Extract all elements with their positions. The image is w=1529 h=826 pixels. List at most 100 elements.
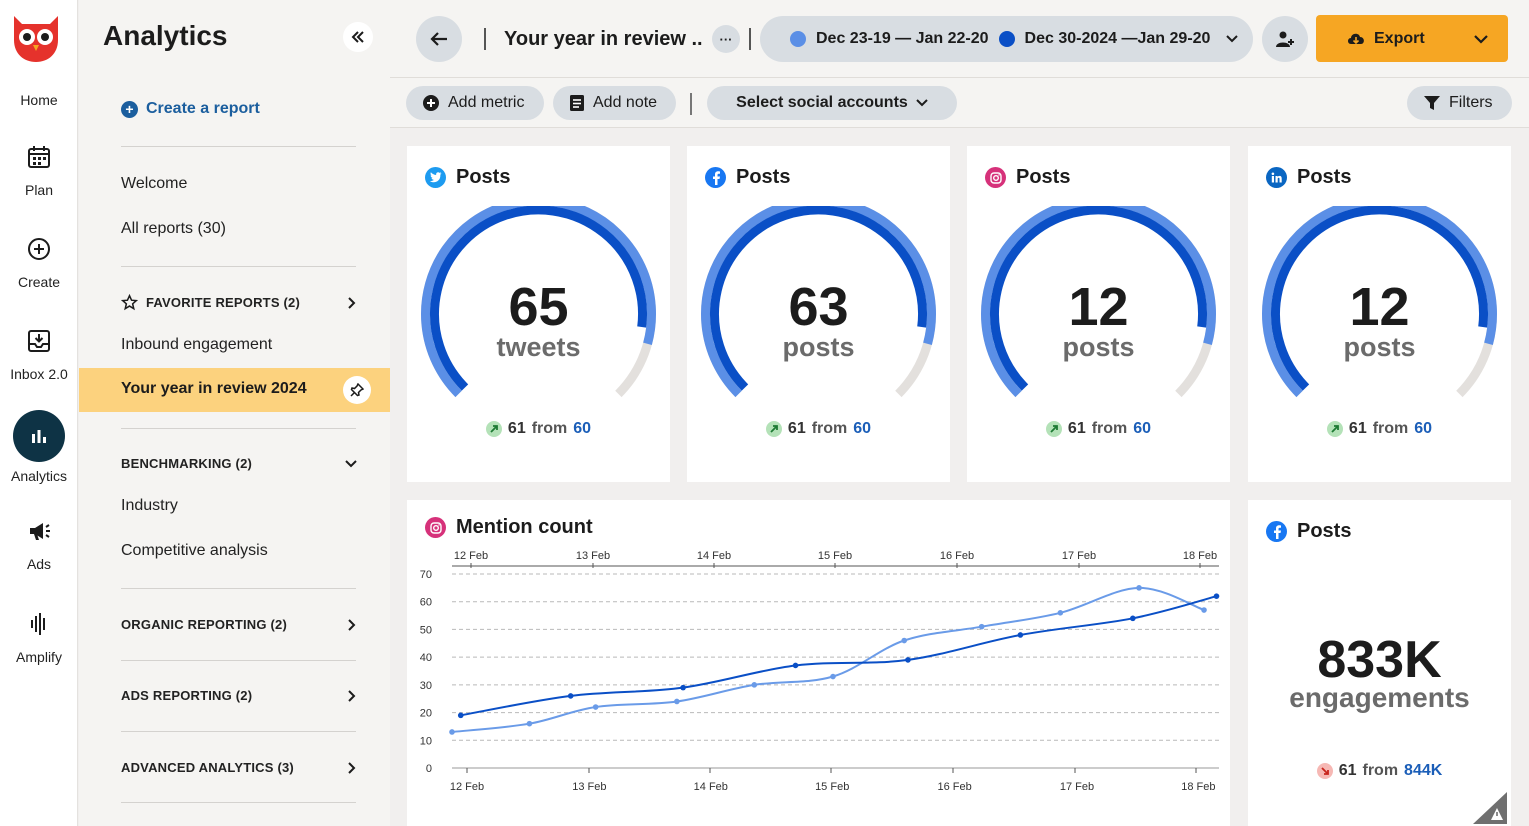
plus-icon: +: [121, 100, 138, 118]
data-point[interactable]: [567, 693, 574, 699]
add-user-icon: [1276, 31, 1294, 47]
x-tick-label-bottom: 14 Feb: [694, 781, 728, 793]
chevron-right-icon: [348, 296, 356, 309]
back-button[interactable]: [416, 16, 462, 62]
card-title: Posts: [736, 166, 791, 188]
data-point[interactable]: [751, 682, 758, 688]
sidebar-title: Analytics: [103, 20, 228, 51]
section-benchmarking[interactable]: BENCHMARKING (2): [121, 456, 357, 471]
select-social-accounts-dropdown[interactable]: Select social accounts: [707, 86, 957, 120]
rail-item-analytics[interactable]: Analytics: [0, 410, 78, 484]
x-tick-label-bottom: 16 Feb: [937, 781, 971, 793]
card-title: Posts: [456, 166, 511, 188]
data-point[interactable]: [526, 720, 533, 727]
section-organic-reporting[interactable]: ORGANIC REPORTING (2): [121, 617, 357, 632]
delta-from: from: [811, 420, 848, 437]
facebook-icon: [705, 167, 726, 188]
engagements-value: 833K: [1317, 631, 1442, 689]
data-point[interactable]: [1057, 610, 1064, 616]
trend-up-icon: [1045, 421, 1062, 437]
sidebar-item-inbound-engagement[interactable]: Inbound engagement: [121, 336, 273, 353]
sidebar-item-all-reports[interactable]: All reports (30): [121, 220, 226, 237]
facebook-engagements-card: Posts 833K engagements 61 from 844K: [1248, 500, 1511, 826]
left-rail: Home Plan Create Inbox 2.0: [0, 0, 78, 826]
rail-item-home[interactable]: Home: [0, 92, 78, 108]
owl-logo-icon[interactable]: [8, 10, 64, 64]
rail-item-inbox[interactable]: Inbox 2.0: [0, 328, 78, 382]
data-point[interactable]: [1136, 585, 1142, 591]
warning-triangle-icon[interactable]: [1469, 790, 1509, 826]
delta-value: 61: [1338, 762, 1357, 779]
create-report-link[interactable]: + Create a report: [121, 100, 260, 118]
gauge-current-arc: [1271, 206, 1488, 391]
x-tick-label-top: 14 Feb: [697, 550, 731, 562]
sidebar-item-welcome[interactable]: Welcome: [121, 175, 188, 192]
delta-previous: 60: [1414, 420, 1433, 437]
section-ads-reporting[interactable]: ADS REPORTING (2): [121, 688, 357, 703]
data-point[interactable]: [449, 729, 455, 735]
delta-previous: 60: [1133, 420, 1152, 437]
data-point[interactable]: [905, 657, 911, 663]
date-range-a: Dec 23-19 — Jan 22-20: [816, 30, 989, 47]
divider: [121, 660, 356, 661]
sidebar-item-competitive-analysis[interactable]: Competitive analysis: [121, 542, 268, 559]
card-title: Posts: [1297, 520, 1352, 542]
linkedin-icon: [1266, 167, 1287, 188]
series-line: [460, 595, 1217, 717]
export-label: Export: [1374, 29, 1425, 47]
arrow-left-icon: [430, 32, 447, 46]
gauge-unit: tweets: [496, 332, 581, 362]
x-tick-label-top: 15 Feb: [818, 550, 852, 562]
data-point[interactable]: [1130, 615, 1136, 622]
data-point[interactable]: [592, 704, 599, 710]
data-point[interactable]: [1213, 593, 1220, 599]
delta-from: from: [1362, 762, 1399, 779]
data-point[interactable]: [830, 673, 836, 680]
data-point[interactable]: [457, 712, 464, 719]
delta-from: from: [531, 420, 568, 437]
data-point[interactable]: [792, 662, 799, 669]
twitter-icon: [425, 167, 446, 188]
filter-icon: [1424, 96, 1440, 110]
select-accounts-label: Select social accounts: [736, 94, 908, 111]
export-button[interactable]: Export: [1316, 15, 1508, 62]
data-point[interactable]: [1201, 607, 1207, 613]
date-range-selector[interactable]: Dec 23-19 — Jan 22-20 Dec 30-2024 —Jan 2…: [760, 16, 1253, 62]
more-options-button[interactable]: ···: [712, 25, 740, 53]
divider: [121, 266, 356, 267]
rail-item-amplify[interactable]: Amplify: [0, 611, 78, 665]
rail-item-plan[interactable]: Plan: [0, 144, 78, 198]
data-point[interactable]: [978, 623, 985, 630]
rail-item-create[interactable]: Create: [0, 236, 78, 290]
add-note-button[interactable]: Add note: [553, 86, 676, 120]
section-favorite-reports[interactable]: FAVORITE REPORTS (2): [121, 294, 357, 311]
filters-button[interactable]: Filters: [1407, 86, 1512, 120]
delta-row: 61 from 60: [1248, 420, 1511, 438]
filters-label: Filters: [1449, 94, 1493, 111]
data-point[interactable]: [901, 637, 908, 644]
instagram-icon: [425, 517, 446, 538]
divider: [690, 93, 692, 115]
x-tick-label-bottom: 15 Feb: [815, 781, 849, 793]
rail-item-ads[interactable]: Ads: [0, 518, 78, 572]
sidebar-item-active-report[interactable]: Your year in review 2024: [79, 368, 390, 412]
gauge-value: 12: [1068, 277, 1129, 337]
megaphone-icon: [30, 523, 50, 540]
add-metric-button[interactable]: Add metric: [406, 86, 544, 120]
data-point[interactable]: [674, 698, 680, 705]
share-user-button[interactable]: [1262, 16, 1308, 62]
report-header: Your year in review .. ··· Dec 23-19 — J…: [390, 0, 1529, 78]
delta-value: 61: [1067, 420, 1086, 437]
plus-circle-icon: [423, 95, 439, 111]
pin-button[interactable]: [343, 376, 371, 404]
gauge-current-arc: [710, 206, 927, 391]
trend-up-icon: [765, 421, 782, 437]
sidebar-item-industry[interactable]: Industry: [121, 497, 178, 514]
instagram-icon: [985, 167, 1006, 188]
data-point[interactable]: [680, 684, 686, 691]
chevron-right-icon: [348, 689, 356, 702]
section-advanced-analytics[interactable]: ADVANCED ANALYTICS (3): [121, 760, 357, 775]
divider: [484, 28, 486, 50]
collapse-sidebar-button[interactable]: [343, 22, 373, 52]
data-point[interactable]: [1017, 632, 1024, 638]
